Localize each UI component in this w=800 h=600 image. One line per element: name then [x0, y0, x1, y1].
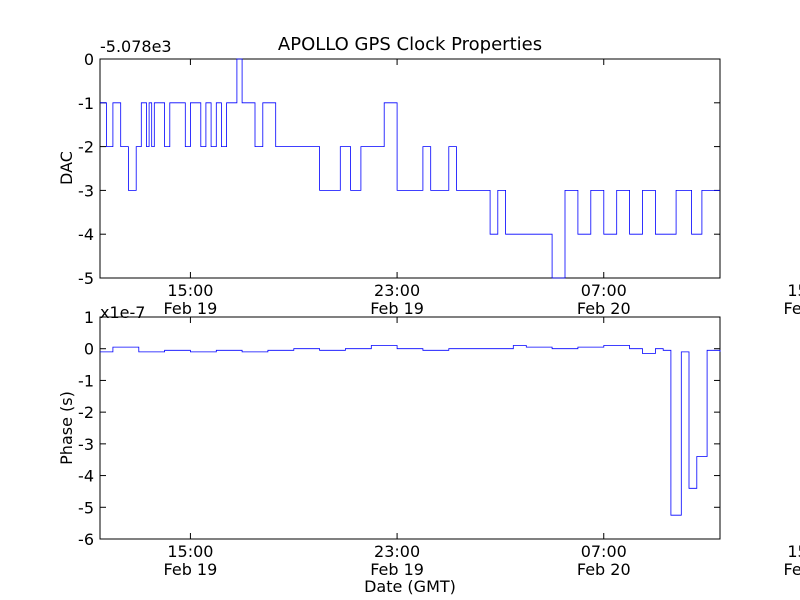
dac-y-tick-label: 0 — [84, 50, 94, 69]
phase-x-tick-label-date: Feb 19 — [370, 560, 424, 579]
dac-y-axis-label: DAC — [57, 151, 76, 185]
dac-y-tick-label: -1 — [78, 94, 94, 113]
phase-y-tick-label: -5 — [78, 498, 94, 517]
dac-x-tick-label-time: 15:00 — [787, 281, 800, 300]
dac-y-ticks: 0 -1 -2 -3 -4 -5 — [78, 50, 720, 288]
phase-panel: x1e-7 Phase (s) Date (GMT) 1 0 -1 -2 -3 -4 -5 -… — [57, 303, 800, 596]
phase-x-axis-label: Date (GMT) — [364, 577, 456, 596]
phase-plot-frame — [99, 316, 721, 540]
dac-x-tick-label-date: Feb 19 — [370, 299, 424, 318]
phase-y-tick-label: -2 — [78, 403, 94, 422]
phase-y-ticks: 1 0 -1 -2 -3 -4 -5 -6 — [78, 308, 720, 549]
phase-y-tick-label: 0 — [84, 340, 94, 359]
dac-y-tick-label: -4 — [78, 225, 94, 244]
phase-y-tick-label: 1 — [84, 308, 94, 327]
chart-title: APOLLO GPS Clock Properties — [278, 34, 542, 55]
phase-x-tick-label-time: 23:00 — [374, 542, 420, 561]
dac-offset-text: -5.078e3 — [100, 37, 172, 56]
phase-y-axis-label: Phase (s) — [57, 391, 76, 465]
dac-x-tick-label-time: 07:00 — [581, 281, 627, 300]
phase-y-tick-label: -6 — [78, 530, 94, 549]
phase-y-tick-label: -1 — [78, 371, 94, 390]
phase-x-tick-label-time: 15:00 — [167, 542, 213, 561]
phase-x-tick-label-time: 15:00 — [787, 542, 800, 561]
phase-x-tick-label-date: Feb 20 — [784, 560, 800, 579]
dac-x-tick-label-date: Feb 20 — [784, 299, 800, 318]
dac-series-line — [100, 58, 720, 279]
dac-plot-frame — [99, 58, 721, 279]
dac-y-tick-label: -3 — [78, 181, 94, 200]
dac-x-tick-label-date: Feb 20 — [577, 299, 631, 318]
phase-x-tick-label-date: Feb 19 — [164, 560, 218, 579]
phase-series-line — [100, 345, 721, 516]
phase-offset-text: x1e-7 — [100, 303, 145, 322]
dac-x-tick-label-time: 15:00 — [167, 281, 213, 300]
dac-y-tick-label: -2 — [78, 138, 94, 157]
phase-x-tick-label-date: Feb 20 — [577, 560, 631, 579]
phase-y-tick-label: -4 — [78, 467, 94, 486]
phase-y-tick-label: -3 — [78, 435, 94, 454]
dac-x-tick-label-date: Feb 19 — [164, 299, 218, 318]
dac-x-tick-label-time: 23:00 — [374, 281, 420, 300]
phase-x-tick-label-time: 07:00 — [581, 542, 627, 561]
dac-y-tick-label: -5 — [78, 269, 94, 288]
